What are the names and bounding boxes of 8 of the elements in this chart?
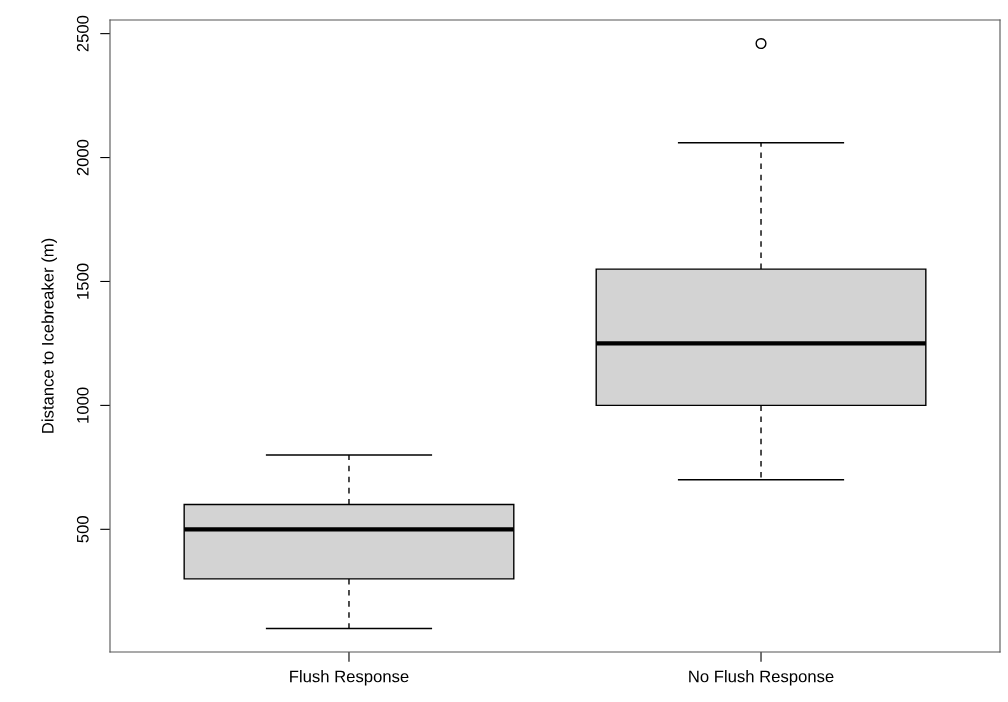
x-tick-label: Flush Response <box>290 670 409 686</box>
y-tick-label: 2000 <box>76 139 89 176</box>
y-tick-label: 1000 <box>76 387 89 423</box>
y-tick-label: 1500 <box>76 263 89 299</box>
y-tick-label: 2500 <box>76 15 89 52</box>
x-tick-label: No Flush Response <box>689 670 834 686</box>
y-axis-title: Distance to Icebreaker (m) <box>41 238 57 433</box>
y-tick-label: 500 <box>76 516 89 543</box>
